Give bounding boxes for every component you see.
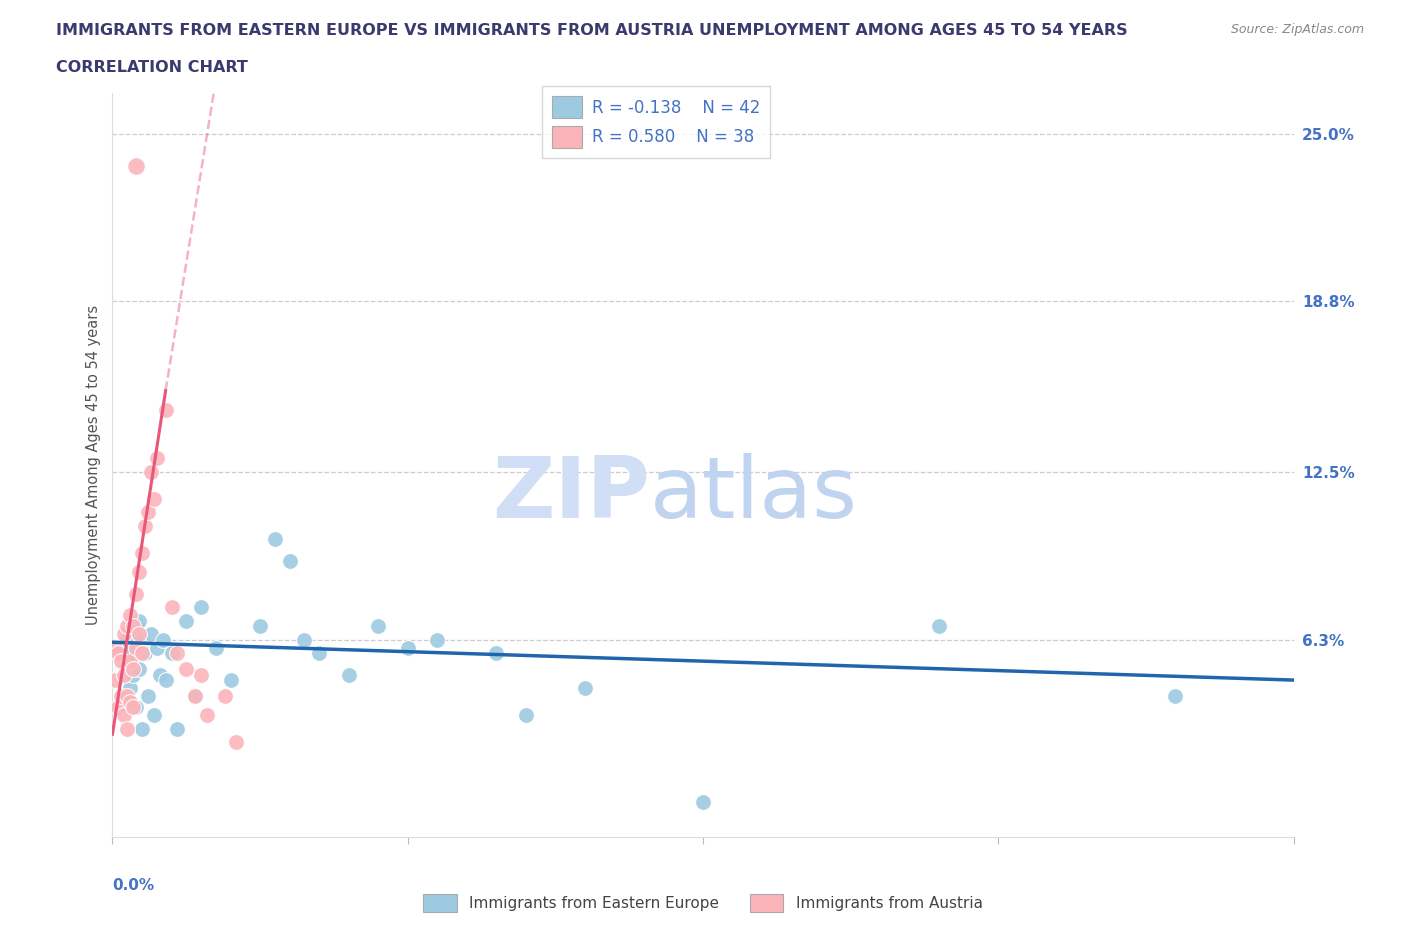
Point — [692, 794, 714, 809]
Point — [190, 667, 212, 682]
Point — [134, 518, 156, 533]
Point — [117, 722, 138, 737]
Point — [142, 491, 165, 506]
Point — [131, 632, 153, 647]
Point — [174, 613, 197, 628]
Point — [184, 689, 207, 704]
Point — [125, 586, 148, 601]
Point — [131, 645, 153, 660]
Point — [190, 600, 212, 615]
Point — [219, 672, 242, 687]
Point — [426, 632, 449, 647]
Point — [110, 654, 132, 669]
Point — [574, 681, 596, 696]
Point — [120, 681, 142, 696]
Point — [117, 632, 138, 647]
Point — [131, 722, 153, 737]
Point — [515, 708, 537, 723]
Point — [308, 645, 330, 660]
Point — [146, 640, 169, 655]
Point — [149, 667, 172, 682]
Point — [174, 662, 197, 677]
Point — [122, 662, 145, 677]
Y-axis label: Unemployment Among Ages 45 to 54 years: Unemployment Among Ages 45 to 54 years — [86, 305, 101, 625]
Text: IMMIGRANTS FROM EASTERN EUROPE VS IMMIGRANTS FROM AUSTRIA UNEMPLOYMENT AMONG AGE: IMMIGRANTS FROM EASTERN EUROPE VS IMMIGR… — [56, 23, 1128, 38]
Text: Source: ZipAtlas.com: Source: ZipAtlas.com — [1230, 23, 1364, 36]
Point — [104, 640, 127, 655]
Point — [136, 505, 159, 520]
Point — [142, 708, 165, 723]
Point — [112, 667, 135, 682]
Point — [128, 565, 150, 579]
Point — [155, 402, 177, 417]
Point — [125, 618, 148, 633]
Point — [125, 640, 148, 655]
Point — [166, 722, 188, 737]
Point — [104, 672, 127, 687]
Point — [107, 645, 129, 660]
Point — [122, 618, 145, 633]
Point — [122, 699, 145, 714]
Point — [292, 632, 315, 647]
Point — [160, 600, 183, 615]
Point — [337, 667, 360, 682]
Text: ZIP: ZIP — [492, 453, 650, 537]
Point — [125, 159, 148, 174]
Point — [117, 618, 138, 633]
Point — [122, 627, 145, 642]
Point — [367, 618, 389, 633]
Point — [205, 640, 228, 655]
Point — [139, 627, 162, 642]
Point — [225, 735, 247, 750]
Point — [120, 654, 142, 669]
Point — [249, 618, 271, 633]
Text: 0.0%: 0.0% — [112, 878, 155, 893]
Point — [195, 708, 218, 723]
Legend: R = -0.138    N = 42, R = 0.580    N = 38: R = -0.138 N = 42, R = 0.580 N = 38 — [541, 86, 770, 157]
Point — [117, 689, 138, 704]
Point — [120, 645, 142, 660]
Point — [152, 632, 174, 647]
Point — [112, 640, 135, 655]
Point — [139, 464, 162, 479]
Point — [166, 645, 188, 660]
Point — [485, 645, 508, 660]
Point — [128, 662, 150, 677]
Point — [155, 672, 177, 687]
Point — [146, 451, 169, 466]
Point — [128, 613, 150, 628]
Point — [112, 708, 135, 723]
Point — [134, 645, 156, 660]
Point — [120, 695, 142, 710]
Point — [278, 553, 301, 568]
Point — [131, 546, 153, 561]
Point — [110, 689, 132, 704]
Point — [396, 640, 419, 655]
Point — [184, 689, 207, 704]
Point — [128, 627, 150, 642]
Text: atlas: atlas — [650, 453, 858, 537]
Legend: Immigrants from Eastern Europe, Immigrants from Austria: Immigrants from Eastern Europe, Immigran… — [418, 888, 988, 918]
Point — [214, 689, 236, 704]
Point — [928, 618, 950, 633]
Point — [1164, 689, 1187, 704]
Point — [122, 667, 145, 682]
Point — [264, 532, 287, 547]
Point — [112, 627, 135, 642]
Point — [107, 699, 129, 714]
Point — [120, 607, 142, 622]
Point — [125, 699, 148, 714]
Text: CORRELATION CHART: CORRELATION CHART — [56, 60, 247, 75]
Point — [136, 689, 159, 704]
Point — [160, 645, 183, 660]
